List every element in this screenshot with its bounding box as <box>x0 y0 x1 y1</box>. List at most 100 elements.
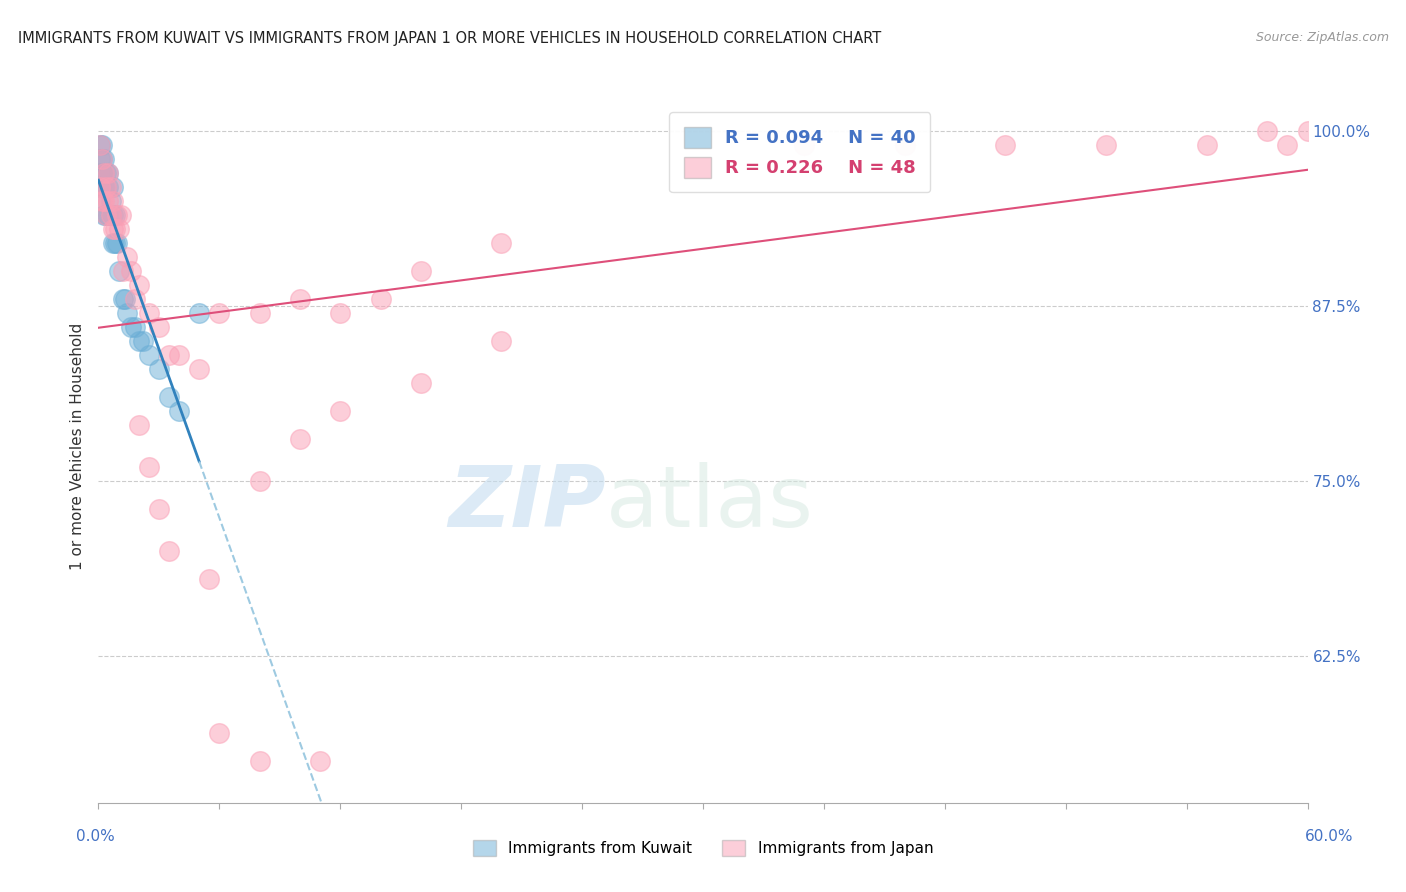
Point <box>370 292 392 306</box>
Point <box>97 166 120 180</box>
Point <box>114 292 136 306</box>
Point <box>157 348 180 362</box>
Point <box>148 362 170 376</box>
Text: Source: ZipAtlas.com: Source: ZipAtlas.com <box>1256 31 1389 45</box>
Point <box>93 166 115 180</box>
Point <box>89 180 111 194</box>
Point <box>101 208 124 222</box>
Point <box>96 180 118 194</box>
Point <box>89 180 111 194</box>
Point <box>97 180 120 194</box>
Point <box>91 152 114 166</box>
Point <box>111 264 134 278</box>
Point <box>101 194 124 208</box>
Point <box>115 250 138 264</box>
Point <box>491 334 513 348</box>
Point <box>91 180 114 194</box>
Point <box>1277 138 1299 153</box>
Point <box>994 138 1017 153</box>
Point <box>96 166 118 180</box>
Point <box>93 208 115 222</box>
Y-axis label: 1 or more Vehicles in Household: 1 or more Vehicles in Household <box>69 322 84 570</box>
Point <box>110 208 132 222</box>
Point <box>100 208 122 222</box>
Point <box>103 222 125 236</box>
Point <box>89 152 111 166</box>
Point <box>1296 124 1319 138</box>
Point <box>329 306 352 320</box>
Point <box>89 138 111 153</box>
Text: ZIP: ZIP <box>449 461 606 545</box>
Point <box>115 306 138 320</box>
Point <box>103 236 125 251</box>
Point <box>111 292 134 306</box>
Point <box>128 417 150 432</box>
Point <box>120 264 142 278</box>
Point <box>1256 124 1278 138</box>
Point <box>157 390 180 404</box>
Text: 60.0%: 60.0% <box>1305 830 1353 844</box>
Text: atlas: atlas <box>606 461 814 545</box>
Point <box>91 138 114 153</box>
Legend: R = 0.094    N = 40, R = 0.226    N = 48: R = 0.094 N = 40, R = 0.226 N = 48 <box>669 112 931 192</box>
Point <box>1195 138 1218 153</box>
Point <box>157 544 180 558</box>
Point <box>409 264 432 278</box>
Point <box>91 166 114 180</box>
Point <box>309 754 332 768</box>
Point <box>89 194 111 208</box>
Point <box>89 138 111 153</box>
Point <box>105 236 128 251</box>
Point <box>105 208 128 222</box>
Point <box>101 236 124 251</box>
Point <box>167 348 190 362</box>
Point <box>93 194 115 208</box>
Point <box>329 404 352 418</box>
Point <box>101 222 124 236</box>
Point <box>103 208 125 222</box>
Point <box>138 348 160 362</box>
Point <box>107 222 129 236</box>
Point <box>148 502 170 516</box>
Text: IMMIGRANTS FROM KUWAIT VS IMMIGRANTS FROM JAPAN 1 OR MORE VEHICLES IN HOUSEHOLD : IMMIGRANTS FROM KUWAIT VS IMMIGRANTS FRO… <box>18 31 882 46</box>
Point <box>188 362 211 376</box>
Point <box>793 138 815 153</box>
Point <box>132 334 155 348</box>
Point <box>208 306 231 320</box>
Point <box>89 166 111 180</box>
Point <box>249 474 271 488</box>
Point <box>100 180 122 194</box>
Point <box>96 180 118 194</box>
Point <box>249 306 271 320</box>
Point <box>148 320 170 334</box>
Point <box>288 292 311 306</box>
Point <box>120 320 142 334</box>
Point <box>93 152 115 166</box>
Point <box>138 306 160 320</box>
Point <box>100 208 122 222</box>
Legend: Immigrants from Kuwait, Immigrants from Japan: Immigrants from Kuwait, Immigrants from … <box>467 834 939 862</box>
Point <box>124 320 146 334</box>
Point <box>97 194 120 208</box>
Point <box>107 264 129 278</box>
Point <box>138 460 160 475</box>
Point <box>91 152 114 166</box>
Point <box>167 404 190 418</box>
Point <box>97 166 120 180</box>
Point <box>1095 138 1118 153</box>
Point <box>893 138 915 153</box>
Point <box>124 292 146 306</box>
Point <box>198 572 221 586</box>
Point <box>96 208 118 222</box>
Point <box>128 334 150 348</box>
Point <box>208 726 231 740</box>
Point <box>409 376 432 390</box>
Point <box>491 236 513 251</box>
Point <box>91 194 114 208</box>
Point <box>288 432 311 446</box>
Point <box>128 278 150 293</box>
Point <box>93 180 115 194</box>
Point <box>188 306 211 320</box>
Point <box>249 754 271 768</box>
Text: 0.0%: 0.0% <box>76 830 115 844</box>
